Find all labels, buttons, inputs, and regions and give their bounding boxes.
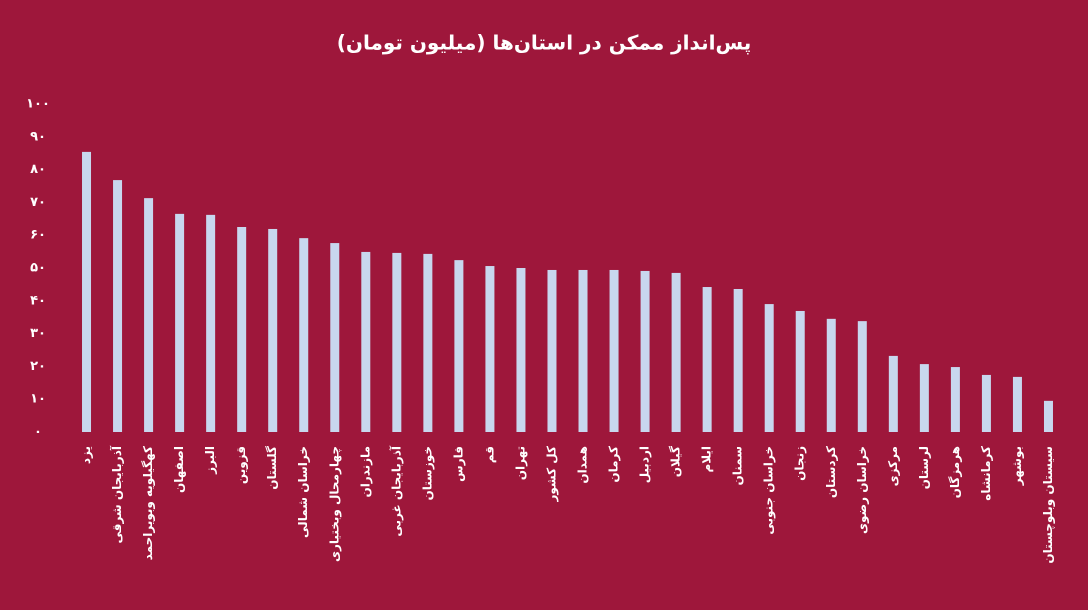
x-tick-label: گلستان <box>265 446 279 490</box>
bar <box>423 253 433 432</box>
bar <box>795 310 805 432</box>
bar <box>82 151 92 432</box>
bar <box>764 304 774 432</box>
x-tick-label: گیلان <box>669 446 683 477</box>
x-tick-label: کردستان <box>824 446 838 498</box>
x-tick-label: سیستان وبلوچستان <box>1041 446 1056 564</box>
bar <box>981 374 991 432</box>
x-tick-label: کهگیلویه وبویراحمد <box>141 446 156 560</box>
x-tick-label: کرمان <box>607 446 621 483</box>
x-tick-label: زنجان <box>793 446 807 481</box>
bar <box>702 287 712 432</box>
x-tick-label: مازندران <box>358 446 372 498</box>
bar <box>268 228 278 432</box>
bar <box>392 252 402 432</box>
bar <box>330 243 340 432</box>
bar <box>206 214 216 432</box>
bar <box>454 260 464 432</box>
y-tick-label: ۲۰ <box>30 359 46 374</box>
bar <box>733 288 743 432</box>
x-tick-label: آذربایجان شرقی <box>109 445 124 543</box>
x-tick-label: اردبیل <box>638 446 652 483</box>
y-tick-label: ۱۰ <box>30 392 46 407</box>
bar <box>237 227 247 432</box>
bar <box>516 268 526 432</box>
x-tick-label: خراسان جنوبی <box>762 446 777 535</box>
x-tick-label: قزوین <box>234 446 249 484</box>
y-tick-label: ۵۰ <box>30 261 46 276</box>
bar <box>361 251 371 432</box>
bar <box>609 269 619 432</box>
x-tick-label: چهارمحال وبختیاری <box>327 446 342 562</box>
x-tick-label: مرکزی <box>886 446 900 486</box>
chart-title: پس‌انداز ممکن در استان‌ها (میلیون تومان) <box>337 31 752 56</box>
x-tick-label: قم <box>482 446 496 463</box>
y-tick-label: ۷۰ <box>30 195 46 210</box>
bar <box>175 213 185 432</box>
bar <box>144 198 154 432</box>
x-tick-label: هرمزگان <box>948 446 962 498</box>
x-tick-label: بوشهر <box>1010 446 1025 486</box>
bar <box>299 238 309 432</box>
y-tick-label: ۱۰۰ <box>26 97 50 112</box>
x-tick-label: اصفهان <box>172 446 186 493</box>
bar <box>826 318 836 432</box>
x-tick-label: ایلام <box>700 446 715 473</box>
bar <box>1043 400 1053 432</box>
bar <box>1012 376 1022 432</box>
x-tick-label: فارس <box>451 446 465 482</box>
x-tick-label: خراسان شمالی <box>296 446 310 538</box>
bar <box>857 321 867 432</box>
x-tick-label: لرستان <box>917 446 931 489</box>
bar <box>547 269 557 432</box>
bar <box>671 272 681 432</box>
x-tick-label: سمنان <box>731 446 745 486</box>
y-tick-label: ۸۰ <box>30 162 46 177</box>
y-tick-label: ۴۰ <box>30 293 46 308</box>
x-tick-label: یزد <box>79 446 93 464</box>
y-tick-label: ۳۰ <box>30 326 46 341</box>
x-tick-label: آذربایجان غربی <box>388 445 403 536</box>
bar <box>919 364 929 432</box>
bar <box>640 270 650 432</box>
x-tick-label: البرز <box>203 446 217 475</box>
bar <box>113 180 123 432</box>
x-tick-label: کل کشور <box>544 446 559 503</box>
bar <box>888 355 898 432</box>
x-tick-label: خراسان رضوی <box>855 446 870 534</box>
x-tick-label: خوزستان <box>420 446 435 501</box>
bar <box>485 266 495 432</box>
y-tick-label: ۹۰ <box>30 129 46 144</box>
x-tick-label: تهران <box>513 446 527 480</box>
y-tick-label: ۰ <box>34 425 42 440</box>
bar <box>578 269 588 432</box>
x-tick-label: کرمانشاه <box>979 446 993 501</box>
bar <box>950 367 960 432</box>
x-tick-label: همدان <box>576 446 590 484</box>
y-tick-label: ۶۰ <box>30 228 46 243</box>
